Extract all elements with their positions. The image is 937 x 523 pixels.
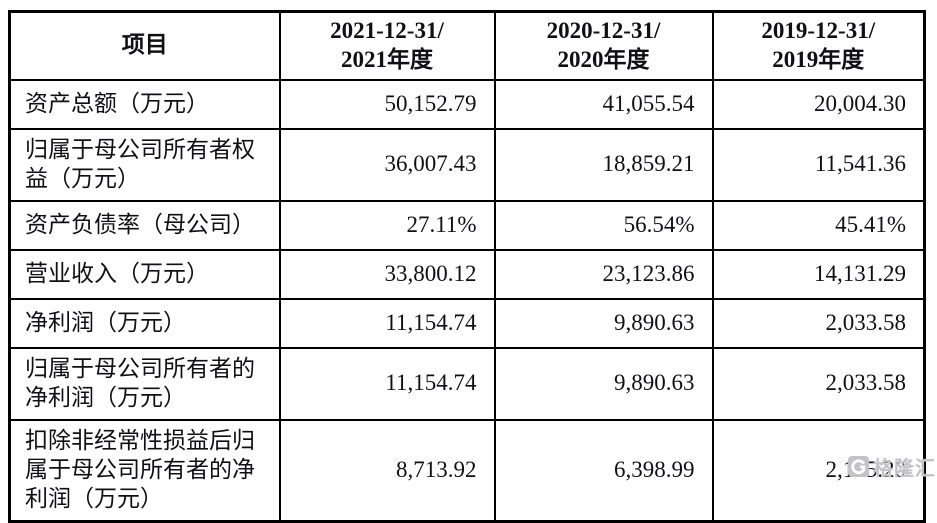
value-cell: 11,154.74 — [278, 346, 496, 421]
financial-summary-table: 项目 2021-12-31/ 2021年度 2020-12-31/ 2020年度… — [8, 10, 926, 523]
value-cell: 2,033.58 — [711, 346, 926, 421]
table-row-revenue: 营业收入（万元） 33,800.12 23,123.86 14,131.29 — [8, 248, 926, 300]
value-cell: 41,055.54 — [493, 78, 714, 130]
column-header-2020: 2020-12-31/ 2020年度 — [493, 10, 714, 81]
value-cell: 14,131.29 — [711, 248, 926, 300]
value-cell: 20,004.30 — [711, 78, 926, 130]
row-label: 净利润（万元） — [8, 297, 281, 349]
row-label: 归属于母公司所有者权益（万元） — [8, 127, 281, 202]
table-row-net-profit: 净利润（万元） 11,154.74 9,890.63 2,033.58 — [8, 297, 926, 349]
value-cell: 50,152.79 — [278, 78, 496, 130]
table-row-deducted-net-profit: 扣除非经常性损益后归属于母公司所有者的净利润（万元） 8,713.92 6,39… — [8, 418, 926, 523]
value-cell: 6,398.99 — [493, 418, 714, 523]
row-label: 扣除非经常性损益后归属于母公司所有者的净利润（万元） — [8, 418, 281, 523]
table-row-parent-equity: 归属于母公司所有者权益（万元） 36,007.43 18,859.21 11,5… — [8, 127, 926, 202]
document-page: 项目 2021-12-31/ 2021年度 2020-12-31/ 2020年度… — [8, 10, 936, 523]
table-header-row: 项目 2021-12-31/ 2021年度 2020-12-31/ 2020年度… — [8, 10, 926, 81]
value-cell: 11,154.74 — [278, 297, 496, 349]
watermark-label: 格隆汇 — [873, 458, 936, 480]
value-cell: 23,123.86 — [493, 248, 714, 300]
value-cell: 27.11% — [278, 199, 496, 251]
value-cell: 18,859.21 — [493, 127, 714, 202]
row-label: 资产总额（万元） — [8, 78, 281, 130]
value-cell: 2,033.58 — [711, 297, 926, 349]
row-label: 归属于母公司所有者的净利润（万元） — [8, 346, 281, 421]
value-cell: 33,800.12 — [278, 248, 496, 300]
row-label: 资产负债率（母公司） — [8, 199, 281, 251]
value-cell: 11,541.36 — [711, 127, 926, 202]
value-cell: 45.41% — [711, 199, 926, 251]
table-row-parent-net-profit: 归属于母公司所有者的净利润（万元） 11,154.74 9,890.63 2,0… — [8, 346, 926, 421]
column-header-2019: 2019-12-31/ 2019年度 — [711, 10, 926, 81]
value-cell: 36,007.43 — [278, 127, 496, 202]
table-row-debt-ratio: 资产负债率（母公司） 27.11% 56.54% 45.41% — [8, 199, 926, 251]
value-cell: 9,890.63 — [493, 346, 714, 421]
value-cell: 56.54% — [493, 199, 714, 251]
column-header-item: 项目 — [8, 10, 281, 81]
value-cell: 9,890.63 — [493, 297, 714, 349]
row-label: 营业收入（万元） — [8, 248, 281, 300]
gelonghui-logo-icon — [847, 455, 870, 478]
value-cell: 8,713.92 — [278, 418, 496, 523]
column-header-2021: 2021-12-31/ 2021年度 — [278, 10, 496, 81]
gelonghui-watermark: 格隆汇 — [847, 452, 936, 481]
table-row-total-assets: 资产总额（万元） 50,152.79 41,055.54 20,004.30 — [8, 78, 926, 130]
